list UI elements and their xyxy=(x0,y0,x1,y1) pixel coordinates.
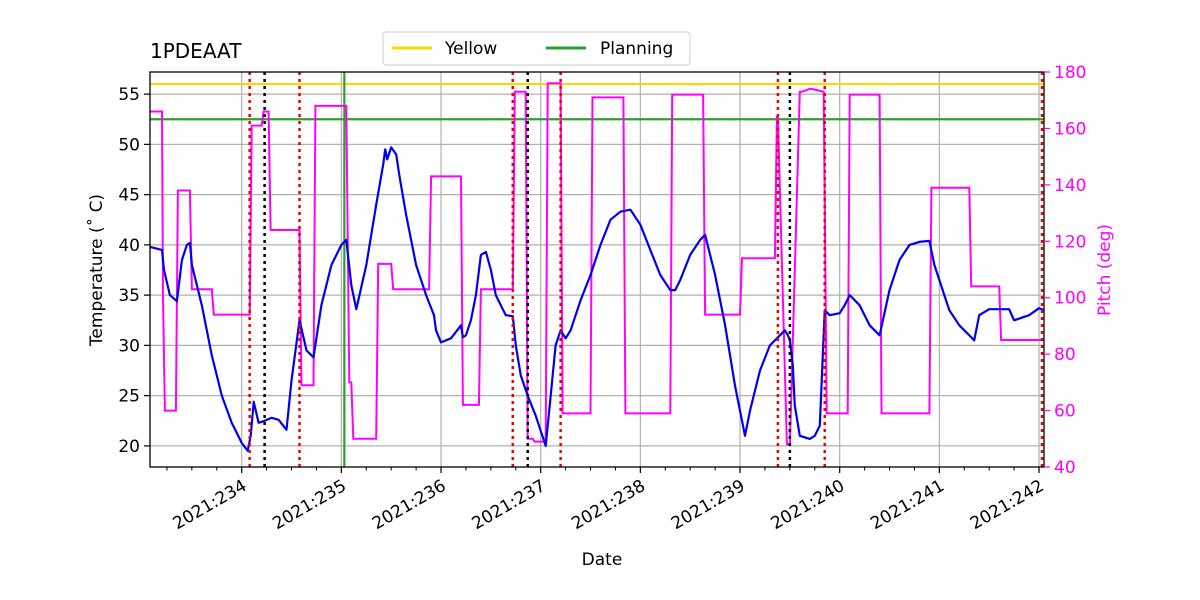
y-axis-label: Temperature (˚ C) xyxy=(86,194,107,347)
x-tick-label: 2021:242 xyxy=(967,476,1048,534)
x-tick-label: 2021:234 xyxy=(170,476,251,534)
legend: Yellow Planning xyxy=(382,31,691,66)
y-tick-label: 25 xyxy=(118,387,140,407)
y2-axis-label: Pitch (deg) xyxy=(1095,224,1115,316)
x-tick-label: 2021:237 xyxy=(469,476,550,534)
y2-tick-label: 80 xyxy=(1054,345,1076,365)
chart-title: 1PDEAAT xyxy=(150,39,242,63)
x-tick-label: 2021:240 xyxy=(768,476,849,534)
x-tick-label: 2021:238 xyxy=(568,476,649,534)
y-tick-label: 30 xyxy=(118,336,140,356)
series-line-pitch xyxy=(150,82,1044,446)
plot-frame xyxy=(149,71,1045,468)
y-tick-label: 50 xyxy=(118,135,140,155)
plot-area xyxy=(149,72,1045,467)
x-tick-label: 2021:239 xyxy=(668,476,749,534)
y2-tick-label: 100 xyxy=(1054,289,1086,309)
legend-label-planning: Planning xyxy=(600,39,673,59)
y2-tick-label: 180 xyxy=(1054,63,1086,83)
y2-tick-label: 160 xyxy=(1054,119,1086,139)
y2-tick-label: 140 xyxy=(1054,176,1086,196)
y-tick-label: 40 xyxy=(118,236,140,256)
x-axis-label: Date xyxy=(582,550,623,570)
y-tick-label: 45 xyxy=(118,186,140,206)
x-tick-label: 2021:235 xyxy=(269,476,350,534)
x-tick-label: 2021:241 xyxy=(867,476,948,534)
legend-box xyxy=(382,31,691,66)
y-tick-label: 55 xyxy=(118,85,140,105)
grid xyxy=(150,72,1044,467)
y2-tick-label: 40 xyxy=(1054,458,1076,478)
y2-tick-label: 120 xyxy=(1054,232,1086,252)
y-tick-label: 35 xyxy=(118,286,140,306)
y2-tick-label: 60 xyxy=(1054,402,1076,422)
y-tick-label: 20 xyxy=(118,437,140,457)
series-line-temperature xyxy=(149,146,1045,452)
x-tick-label: 2021:236 xyxy=(369,476,450,534)
legend-label-yellow: Yellow xyxy=(444,39,497,59)
